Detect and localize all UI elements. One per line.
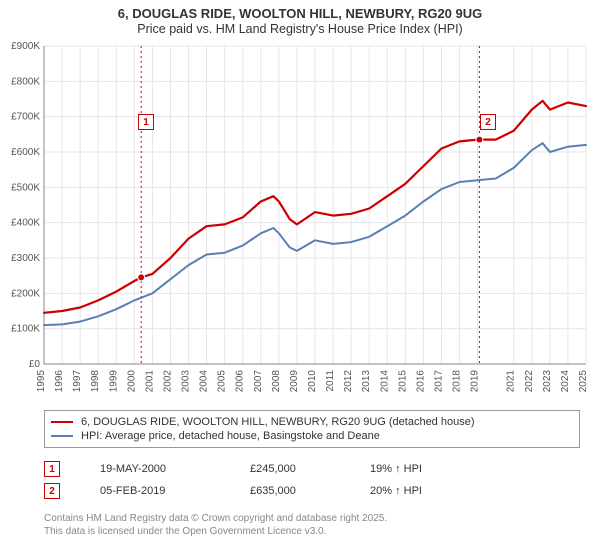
svg-text:2004: 2004 — [199, 370, 210, 393]
svg-text:2007: 2007 — [253, 370, 264, 393]
svg-text:1999: 1999 — [108, 370, 119, 393]
svg-text:2001: 2001 — [144, 370, 155, 393]
svg-text:1995: 1995 — [36, 370, 47, 393]
svg-text:2012: 2012 — [343, 370, 354, 393]
svg-text:2023: 2023 — [542, 370, 553, 393]
footer-line-2: This data is licensed under the Open Gov… — [44, 525, 580, 538]
svg-text:2010: 2010 — [307, 370, 318, 393]
marker-table: 1 19-MAY-2000 £245,000 19% ↑ HPI 2 05-FE… — [44, 458, 580, 502]
legend-label-property: 6, DOUGLAS RIDE, WOOLTON HILL, NEWBURY, … — [81, 416, 475, 428]
svg-text:2014: 2014 — [379, 370, 390, 393]
legend-row-property: 6, DOUGLAS RIDE, WOOLTON HILL, NEWBURY, … — [51, 415, 573, 429]
footer: Contains HM Land Registry data © Crown c… — [44, 512, 580, 538]
marker-row-1: 1 19-MAY-2000 £245,000 19% ↑ HPI — [44, 458, 580, 480]
marker-delta-2: 20% ↑ HPI — [370, 485, 460, 497]
svg-text:£800K: £800K — [11, 77, 40, 88]
chart-title-line1: 6, DOUGLAS RIDE, WOOLTON HILL, NEWBURY, … — [10, 6, 590, 22]
svg-text:1998: 1998 — [90, 370, 101, 393]
svg-text:£200K: £200K — [11, 289, 40, 300]
legend-swatch-property — [51, 421, 73, 423]
svg-text:2006: 2006 — [235, 370, 246, 393]
svg-text:2016: 2016 — [415, 370, 426, 393]
marker-badge-1: 1 — [44, 461, 60, 477]
svg-text:2003: 2003 — [181, 370, 192, 393]
svg-text:£900K: £900K — [11, 41, 40, 52]
svg-text:2022: 2022 — [524, 370, 535, 393]
svg-text:2008: 2008 — [271, 370, 282, 393]
svg-text:2017: 2017 — [433, 370, 444, 393]
svg-text:£700K: £700K — [11, 112, 40, 123]
svg-text:2000: 2000 — [126, 370, 137, 393]
svg-text:£100K: £100K — [11, 324, 40, 335]
marker-price-1: £245,000 — [250, 463, 330, 475]
svg-text:1996: 1996 — [54, 370, 65, 393]
svg-text:2011: 2011 — [325, 370, 336, 392]
svg-text:£600K: £600K — [11, 147, 40, 158]
svg-text:2018: 2018 — [452, 370, 463, 393]
marker-date-1: 19-MAY-2000 — [100, 463, 210, 475]
marker-date-2: 05-FEB-2019 — [100, 485, 210, 497]
marker-delta-1: 19% ↑ HPI — [370, 463, 460, 475]
marker-price-2: £635,000 — [250, 485, 330, 497]
svg-text:2005: 2005 — [217, 370, 228, 393]
chart-title-line2: Price paid vs. HM Land Registry's House … — [10, 22, 590, 36]
svg-text:2013: 2013 — [361, 370, 372, 393]
svg-text:2021: 2021 — [506, 370, 517, 393]
legend-row-hpi: HPI: Average price, detached house, Basi… — [51, 429, 573, 443]
svg-text:2025: 2025 — [578, 370, 589, 393]
svg-text:£400K: £400K — [11, 218, 40, 229]
svg-text:1997: 1997 — [72, 370, 83, 393]
legend-label-hpi: HPI: Average price, detached house, Basi… — [81, 430, 380, 442]
svg-text:£0: £0 — [29, 359, 41, 370]
marker-row-2: 2 05-FEB-2019 £635,000 20% ↑ HPI — [44, 480, 580, 502]
chart-marker-2: 2 — [480, 114, 496, 130]
chart-marker-1: 1 — [138, 114, 154, 130]
svg-text:2002: 2002 — [162, 370, 173, 393]
svg-text:2019: 2019 — [470, 370, 481, 393]
chart-area: £0 £100K £200K £300K £400K £500K £600K £700K £80… — [10, 40, 590, 402]
svg-text:2024: 2024 — [560, 370, 571, 393]
legend-box: 6, DOUGLAS RIDE, WOOLTON HILL, NEWBURY, … — [44, 410, 580, 448]
svg-text:£500K: £500K — [11, 183, 40, 194]
footer-line-1: Contains HM Land Registry data © Crown c… — [44, 512, 580, 525]
marker-badge-2: 2 — [44, 483, 60, 499]
svg-text:£300K: £300K — [11, 253, 40, 264]
svg-text:2009: 2009 — [289, 370, 300, 393]
line-chart-svg: £0 £100K £200K £300K £400K £500K £600K £700K £80… — [10, 40, 590, 402]
legend-swatch-hpi — [51, 435, 73, 437]
svg-text:2015: 2015 — [397, 370, 408, 393]
